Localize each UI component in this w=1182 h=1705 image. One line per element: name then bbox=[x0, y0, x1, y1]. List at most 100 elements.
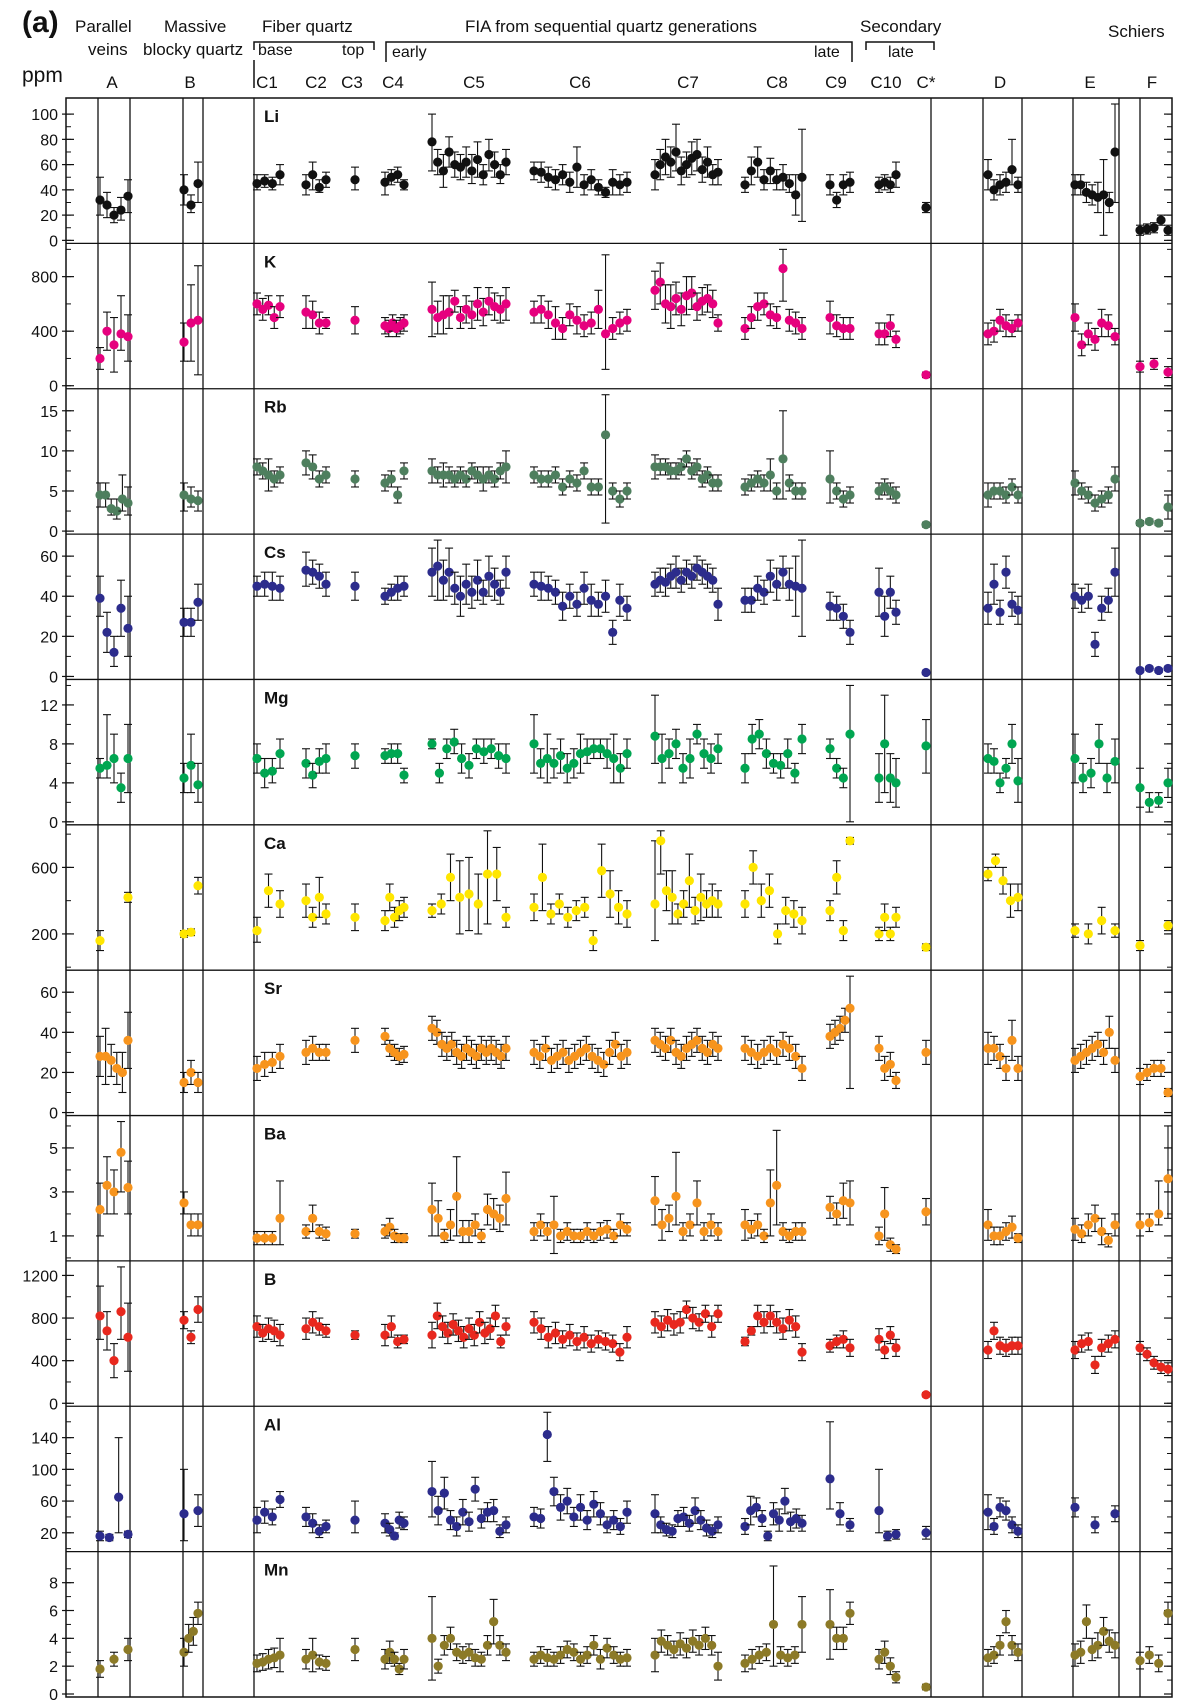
data-point bbox=[921, 370, 931, 380]
data-point bbox=[664, 749, 674, 759]
data-point bbox=[450, 296, 460, 306]
data-point bbox=[608, 627, 618, 637]
data-point bbox=[1163, 1608, 1173, 1618]
data-point bbox=[778, 172, 788, 182]
data-point bbox=[555, 1502, 566, 1513]
data-point bbox=[747, 1654, 757, 1664]
data-point bbox=[102, 326, 112, 336]
data-point bbox=[179, 490, 189, 500]
data-point bbox=[692, 1198, 702, 1208]
data-point bbox=[275, 1494, 285, 1505]
data-point bbox=[783, 749, 793, 759]
data-point bbox=[116, 205, 126, 215]
data-point bbox=[109, 210, 119, 220]
data-point bbox=[123, 1182, 133, 1193]
data-point bbox=[1156, 215, 1166, 225]
data-point bbox=[443, 1328, 453, 1338]
data-point bbox=[452, 1521, 462, 1532]
data-point bbox=[186, 1067, 196, 1078]
data-point bbox=[1149, 223, 1159, 233]
data-point bbox=[193, 315, 203, 325]
group-c1 bbox=[252, 458, 285, 492]
group-c4 bbox=[380, 883, 409, 932]
data-point bbox=[1103, 1235, 1113, 1245]
data-point bbox=[845, 627, 855, 637]
group-c1 bbox=[252, 1637, 285, 1673]
data-point bbox=[436, 899, 446, 909]
data-point bbox=[438, 166, 448, 176]
data-point bbox=[763, 1531, 773, 1541]
data-point bbox=[95, 353, 105, 364]
y-tick-label: 0 bbox=[49, 1687, 58, 1700]
data-point bbox=[713, 1661, 723, 1671]
data-point bbox=[832, 1633, 842, 1643]
data-point bbox=[579, 1332, 589, 1342]
data-point bbox=[543, 583, 553, 593]
y-tick-label: 5 bbox=[49, 1141, 58, 1158]
data-point bbox=[550, 175, 561, 185]
group-e bbox=[1070, 103, 1120, 236]
data-point bbox=[713, 167, 723, 177]
header-blocky: blocky quartz bbox=[143, 40, 243, 59]
data-point bbox=[671, 567, 681, 577]
data-point bbox=[380, 1654, 390, 1664]
data-point bbox=[885, 929, 895, 939]
group-f bbox=[1135, 920, 1173, 952]
data-point bbox=[569, 758, 579, 768]
y-tick-label: 40 bbox=[40, 183, 58, 200]
data-point bbox=[845, 490, 855, 500]
data-point bbox=[874, 1505, 884, 1516]
data-point bbox=[874, 1654, 884, 1664]
data-point bbox=[179, 617, 189, 627]
data-point bbox=[676, 166, 686, 176]
data-point bbox=[1104, 1027, 1114, 1037]
group-d bbox=[983, 1609, 1023, 1667]
data-point bbox=[608, 1339, 618, 1349]
element-label: Li bbox=[264, 107, 279, 126]
data-point bbox=[102, 1180, 112, 1190]
data-point bbox=[740, 1658, 750, 1668]
data-point bbox=[784, 478, 794, 488]
data-point bbox=[1110, 1220, 1120, 1230]
data-point bbox=[447, 1039, 457, 1049]
data-point bbox=[555, 1650, 566, 1660]
y-tick-label: 40 bbox=[40, 589, 58, 606]
data-point bbox=[314, 474, 324, 484]
panel-label: (a) bbox=[22, 6, 59, 39]
group-c7 bbox=[650, 555, 723, 621]
data-point bbox=[308, 1317, 318, 1327]
data-point bbox=[880, 1647, 890, 1657]
data-point bbox=[713, 1043, 723, 1053]
bracket-secondary bbox=[865, 41, 935, 50]
data-point bbox=[350, 1644, 360, 1655]
panel-li: Li 0 20 40 60 80 100 bbox=[31, 103, 1173, 250]
data-point bbox=[1090, 498, 1100, 508]
data-point bbox=[496, 1336, 506, 1347]
group-a bbox=[95, 575, 133, 667]
data-point bbox=[835, 1023, 845, 1033]
data-point bbox=[921, 520, 931, 530]
data-point bbox=[845, 1343, 855, 1353]
data-point bbox=[655, 160, 665, 170]
data-point bbox=[102, 760, 112, 770]
data-point bbox=[1090, 1520, 1100, 1530]
data-point bbox=[501, 1043, 511, 1053]
data-point bbox=[882, 1531, 893, 1541]
group-d bbox=[983, 478, 1023, 508]
data-point bbox=[314, 1047, 324, 1057]
data-point bbox=[492, 869, 502, 879]
data-point bbox=[615, 1521, 625, 1532]
data-point bbox=[797, 486, 807, 496]
data-point bbox=[921, 942, 931, 952]
header-parallel: Parallel bbox=[75, 17, 132, 36]
data-point bbox=[983, 869, 993, 879]
data-point bbox=[713, 318, 723, 328]
data-point bbox=[761, 1647, 771, 1657]
data-point bbox=[845, 1003, 855, 1013]
y-tick-label: 1 bbox=[49, 1229, 58, 1246]
data-point bbox=[1013, 180, 1023, 190]
group-c10 bbox=[874, 567, 901, 637]
data-point bbox=[1077, 486, 1087, 496]
data-point bbox=[1163, 1087, 1173, 1098]
data-point bbox=[790, 768, 800, 778]
